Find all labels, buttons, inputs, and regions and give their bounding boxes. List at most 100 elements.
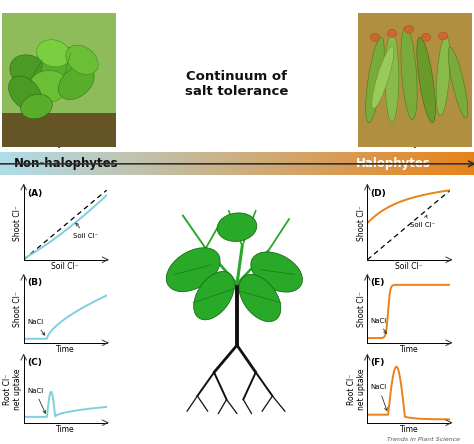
Ellipse shape [372, 46, 394, 109]
Bar [236, 152, 238, 175]
Bar [319, 152, 322, 175]
Bar [335, 152, 337, 175]
Bar [387, 152, 390, 175]
Bar [118, 152, 121, 175]
Bar [351, 152, 353, 175]
Ellipse shape [370, 33, 380, 41]
Ellipse shape [365, 37, 384, 123]
Bar [183, 152, 186, 175]
Bar [354, 152, 356, 175]
Bar [466, 152, 469, 175]
Bar [129, 152, 132, 175]
Bar [87, 152, 90, 175]
Bar [49, 152, 52, 175]
Bar [303, 152, 306, 175]
Bar [128, 152, 130, 175]
Bar [232, 152, 235, 175]
Bar [365, 152, 367, 175]
Bar [18, 152, 20, 175]
Text: Trends in Plant Science: Trends in Plant Science [387, 437, 460, 442]
Bar [204, 152, 206, 175]
Text: Continuum of
salt tolerance: Continuum of salt tolerance [185, 70, 289, 99]
Bar [330, 152, 333, 175]
Bar [139, 152, 142, 175]
Bar [384, 152, 386, 175]
Bar [376, 152, 379, 175]
Bar [199, 152, 201, 175]
Bar [248, 152, 251, 175]
Bar [209, 152, 211, 175]
Text: Non-halophytes: Non-halophytes [14, 157, 118, 170]
Bar [425, 152, 428, 175]
Bar [291, 152, 293, 175]
Bar [96, 152, 99, 175]
Bar [294, 152, 296, 175]
Text: NaCl: NaCl [27, 319, 45, 335]
Text: (C): (C) [27, 358, 42, 367]
Bar [250, 152, 252, 175]
Bar [127, 152, 129, 175]
Bar [341, 152, 344, 175]
Bar [13, 152, 15, 175]
Bar [60, 152, 63, 175]
Bar [210, 152, 213, 175]
Bar [77, 152, 80, 175]
Bar [224, 152, 227, 175]
Bar [6, 152, 9, 175]
Bar [240, 152, 243, 175]
Bar [427, 152, 429, 175]
Text: (F): (F) [371, 358, 385, 367]
Bar [8, 152, 10, 175]
Bar [460, 152, 462, 175]
Bar [5, 152, 7, 175]
Bar [36, 152, 39, 175]
Ellipse shape [27, 71, 68, 103]
Bar [452, 152, 455, 175]
Bar [284, 152, 287, 175]
Bar [190, 152, 192, 175]
Bar [30, 152, 33, 175]
Bar [93, 152, 96, 175]
Bar [95, 152, 97, 175]
Bar [115, 152, 118, 175]
Bar [465, 152, 467, 175]
Bar [54, 152, 56, 175]
Bar [182, 152, 184, 175]
Bar [81, 152, 83, 175]
Bar [408, 152, 410, 175]
Bar [269, 152, 271, 175]
Bar [85, 152, 88, 175]
Bar [379, 152, 382, 175]
Bar [243, 152, 246, 175]
Text: (E): (E) [371, 278, 385, 287]
Bar [90, 152, 92, 175]
Bar [98, 152, 100, 175]
Bar [215, 152, 218, 175]
X-axis label: Soil Cl⁻: Soil Cl⁻ [395, 262, 423, 271]
Y-axis label: Shoot Cl⁻: Shoot Cl⁻ [357, 292, 366, 327]
Ellipse shape [404, 25, 414, 33]
Bar [172, 152, 175, 175]
Bar [416, 152, 418, 175]
Ellipse shape [166, 248, 220, 292]
Bar [433, 152, 436, 175]
Text: (B): (B) [27, 278, 42, 287]
Bar [308, 152, 310, 175]
Bar [62, 152, 64, 175]
Bar [392, 152, 394, 175]
Ellipse shape [438, 32, 448, 40]
Bar [212, 152, 214, 175]
Bar [144, 152, 146, 175]
Bar [272, 152, 274, 175]
Bar [422, 152, 424, 175]
Bar [205, 152, 208, 175]
Bar [89, 152, 91, 175]
Bar [360, 152, 363, 175]
Ellipse shape [448, 47, 468, 118]
Bar [332, 152, 334, 175]
Bar [366, 152, 369, 175]
Bar [259, 152, 262, 175]
Bar [66, 152, 69, 175]
Bar [231, 152, 233, 175]
Text: (D): (D) [371, 189, 386, 198]
